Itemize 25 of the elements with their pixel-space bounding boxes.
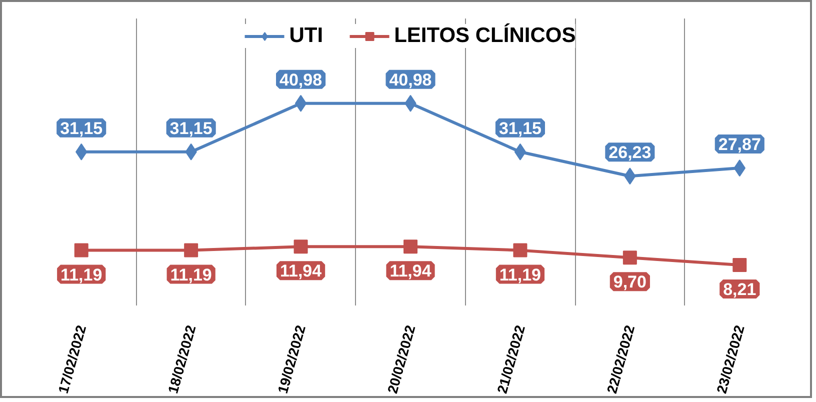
point xyxy=(513,243,528,258)
point xyxy=(294,94,307,112)
data-label: 27,87 xyxy=(718,135,761,154)
legend-label: LEITOS CLÍNICOS xyxy=(394,24,576,48)
data-label: 26,23 xyxy=(608,143,652,162)
point xyxy=(184,243,198,258)
point xyxy=(74,243,88,258)
data-label: 11,94 xyxy=(280,262,322,281)
data-label: 31,15 xyxy=(170,118,212,138)
point xyxy=(404,240,418,254)
data-label: 11,94 xyxy=(390,262,432,281)
point xyxy=(514,143,526,160)
data-label: 9,70 xyxy=(613,272,646,292)
data-label: 40,98 xyxy=(389,70,432,90)
data-label: 31,15 xyxy=(498,118,542,138)
data-label: 11,19 xyxy=(170,265,212,284)
data-label: 11,19 xyxy=(499,265,542,284)
data-label: 11,19 xyxy=(60,265,102,284)
point xyxy=(622,250,637,265)
point xyxy=(732,258,747,272)
legend-label: UTI xyxy=(289,24,324,48)
point xyxy=(294,240,308,254)
data-label: 31,15 xyxy=(60,118,103,138)
data-label: 40,98 xyxy=(280,70,322,90)
data-label: 8,21 xyxy=(723,280,756,300)
